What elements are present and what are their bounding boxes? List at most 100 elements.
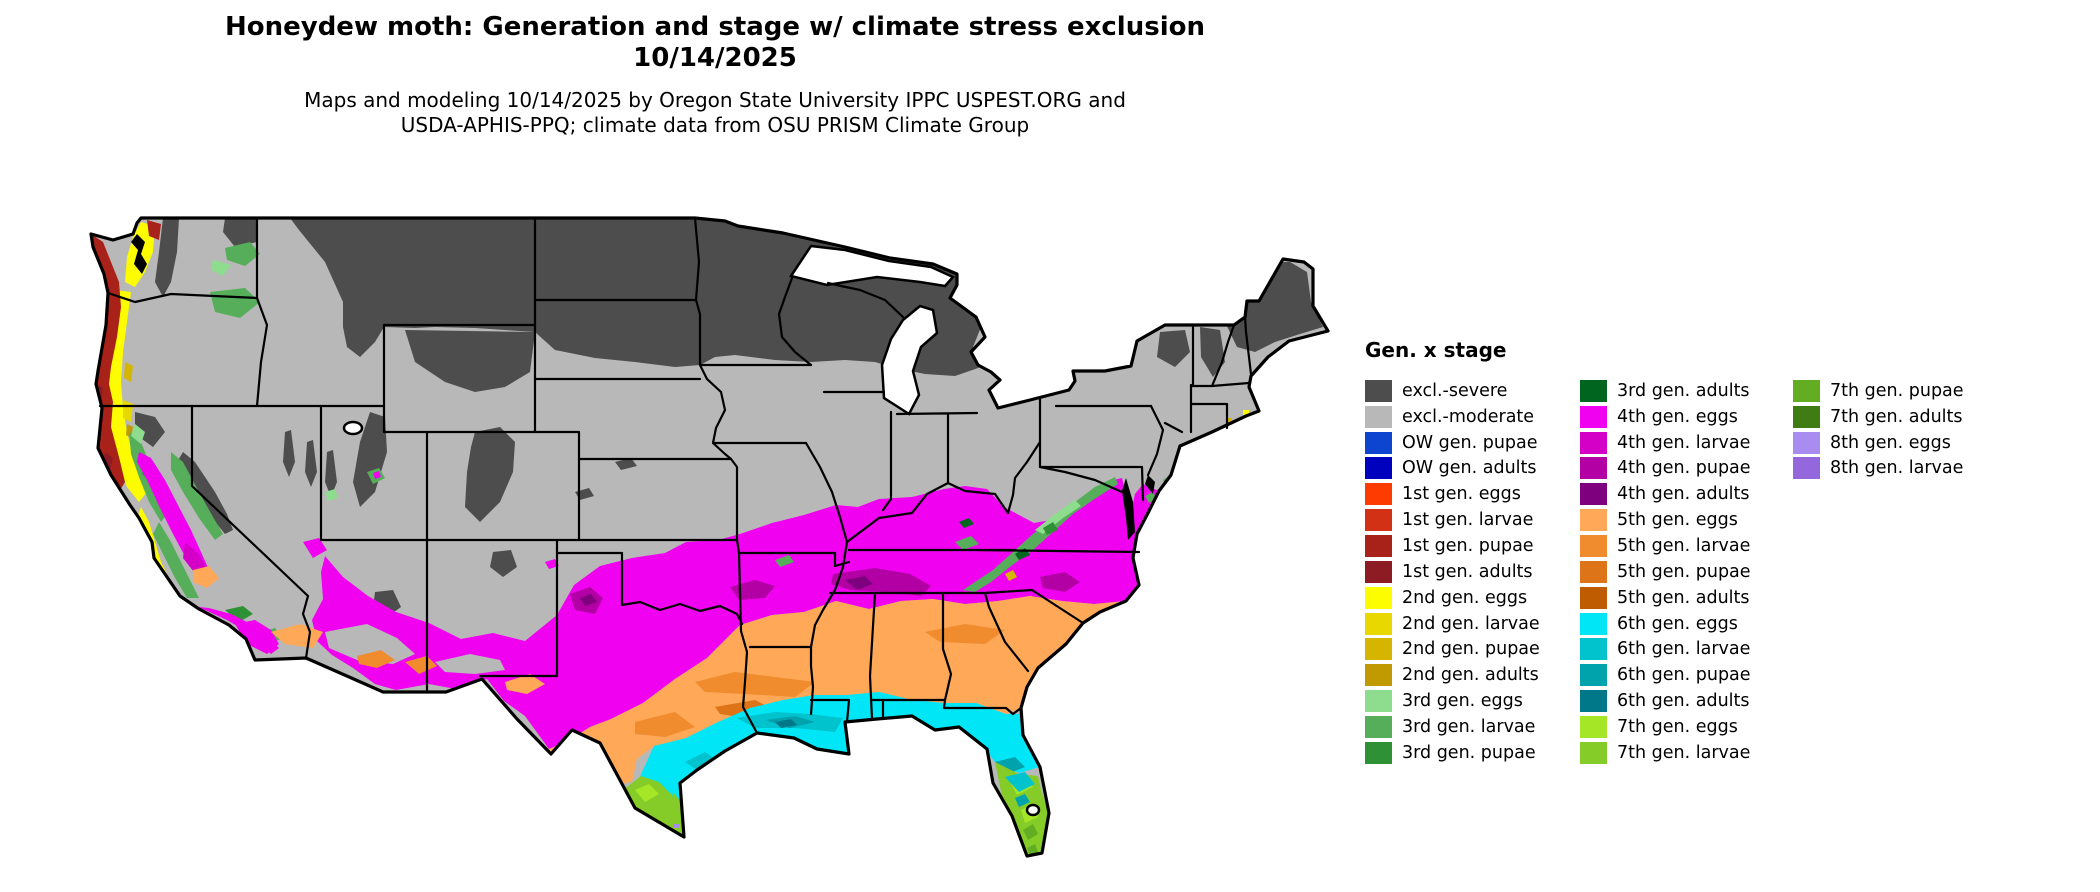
region-gen8-dots bbox=[673, 824, 1027, 856]
legend-item-g7_adults: 7th gen. adults bbox=[1793, 404, 2003, 430]
legend-label-g2_adults: 2nd gen. adults bbox=[1402, 665, 1539, 686]
delaware-bay bbox=[1145, 475, 1155, 494]
legend-swatch-g1_larvae bbox=[1365, 509, 1392, 532]
legend-item-excl_moderate: excl.-moderate bbox=[1365, 404, 1580, 430]
legend-swatch-g2_eggs bbox=[1365, 586, 1392, 609]
map-attribution-line1: Maps and modeling 10/14/2025 by Oregon S… bbox=[304, 88, 1126, 112]
legend-item-g5_adults: 5th gen. adults bbox=[1580, 585, 1793, 611]
legend-item-g1_eggs: 1st gen. eggs bbox=[1365, 481, 1580, 507]
lake-michigan bbox=[880, 304, 939, 416]
legend-column-2: 3rd gen. adults 4th gen. eggs 4th gen. lar… bbox=[1580, 378, 1793, 766]
legend-item-g2_larvae: 2nd gen. larvae bbox=[1365, 611, 1580, 637]
legend-swatch-excl_severe bbox=[1365, 379, 1392, 402]
legend-label-g5_pupae: 5th gen. pupae bbox=[1617, 561, 1751, 582]
legend-swatch-g2_adults bbox=[1365, 664, 1392, 687]
legend-label-g1_pupae: 1st gen. pupae bbox=[1402, 535, 1534, 556]
map-raster-layers bbox=[91, 218, 1328, 856]
legend-label-excl_severe: excl.-severe bbox=[1402, 380, 1508, 401]
legend-swatch-g3_eggs bbox=[1365, 690, 1392, 713]
legend-swatch-g5_pupae bbox=[1580, 560, 1607, 583]
legend-column-1: excl.-severe excl.-moderate OW gen. pupae O… bbox=[1365, 378, 1580, 766]
legend-label-g4_larvae: 4th gen. larvae bbox=[1617, 432, 1751, 453]
region-gen4-late-patches bbox=[570, 568, 1080, 614]
legend-item-g7_eggs: 7th gen. eggs bbox=[1580, 714, 1793, 740]
legend-title: Gen. x stage bbox=[1365, 338, 1507, 362]
legend-label-g1_eggs: 1st gen. eggs bbox=[1402, 484, 1521, 505]
legend-swatch-g2_pupae bbox=[1365, 638, 1392, 661]
legend-label-g5_larvae: 5th gen. larvae bbox=[1617, 535, 1751, 556]
state-borders bbox=[98, 216, 1253, 735]
legend-item-g3_eggs: 3rd gen. eggs bbox=[1365, 688, 1580, 714]
map-date: 10/14/2025 bbox=[633, 43, 797, 73]
legend-item-g5_pupae: 5th gen. pupae bbox=[1580, 559, 1793, 585]
legend-label-g3_pupae: 3rd gen. pupae bbox=[1402, 742, 1536, 763]
legend-item-g7_larvae: 7th gen. larvae bbox=[1580, 740, 1793, 766]
legend-item-g2_pupae: 2nd gen. pupae bbox=[1365, 636, 1580, 662]
legend-swatch-g5_adults bbox=[1580, 586, 1607, 609]
legend-label-g2_pupae: 2nd gen. pupae bbox=[1402, 639, 1540, 660]
legend-label-g7_larvae: 7th gen. larvae bbox=[1617, 742, 1751, 763]
legend-column-3: 7th gen. pupae 7th gen. adults 8th gen. eg… bbox=[1793, 378, 2003, 766]
legend-label-g8_eggs: 8th gen. eggs bbox=[1830, 432, 1951, 453]
legend-item-g4_larvae: 4th gen. larvae bbox=[1580, 430, 1793, 456]
legend-item-g2_eggs: 2nd gen. eggs bbox=[1365, 585, 1580, 611]
legend-swatch-g7_eggs bbox=[1580, 715, 1607, 738]
legend-item-ow_adults: OW gen. adults bbox=[1365, 456, 1580, 482]
legend-label-g7_eggs: 7th gen. eggs bbox=[1617, 716, 1738, 737]
legend-item-g3_larvae: 3rd gen. larvae bbox=[1365, 714, 1580, 740]
region-gen7 bbox=[623, 762, 1049, 856]
legend-item-g4_adults: 4th gen. adults bbox=[1580, 481, 1793, 507]
legend-swatch-ow_adults bbox=[1365, 457, 1392, 480]
legend-swatch-excl_moderate bbox=[1365, 405, 1392, 428]
us-map bbox=[75, 162, 1335, 892]
legend-item-g1_pupae: 1st gen. pupae bbox=[1365, 533, 1580, 559]
legend-label-ow_adults: OW gen. adults bbox=[1402, 458, 1537, 479]
legend-label-g4_pupae: 4th gen. pupae bbox=[1617, 458, 1751, 479]
legend-label-g2_eggs: 2nd gen. eggs bbox=[1402, 587, 1528, 608]
legend-label-g3_adults: 3rd gen. adults bbox=[1617, 380, 1750, 401]
legend-item-g4_pupae: 4th gen. pupae bbox=[1580, 456, 1793, 482]
legend-item-g3_pupae: 3rd gen. pupae bbox=[1365, 740, 1580, 766]
great-salt-lake bbox=[342, 420, 364, 436]
legend-item-g6_eggs: 6th gen. eggs bbox=[1580, 611, 1793, 637]
page-title: Honeydew moth: Generation and stage w/ c… bbox=[224, 12, 1205, 42]
legend-item-g7_pupae: 7th gen. pupae bbox=[1793, 378, 2003, 404]
legend-label-g8_larvae: 8th gen. larvae bbox=[1830, 458, 1964, 479]
legend-label-g7_pupae: 7th gen. pupae bbox=[1830, 380, 1964, 401]
legend-swatch-g5_larvae bbox=[1580, 534, 1607, 557]
legend-label-g1_adults: 1st gen. adults bbox=[1402, 561, 1533, 582]
legend-swatch-g4_pupae bbox=[1580, 457, 1607, 480]
legend-item-g1_adults: 1st gen. adults bbox=[1365, 559, 1580, 585]
legend-label-g6_eggs: 6th gen. eggs bbox=[1617, 613, 1738, 634]
legend-label-g6_pupae: 6th gen. pupae bbox=[1617, 665, 1751, 686]
legend-swatch-g1_adults bbox=[1365, 560, 1392, 583]
legend-label-g3_larvae: 3rd gen. larvae bbox=[1402, 716, 1536, 737]
legend-item-g5_eggs: 5th gen. eggs bbox=[1580, 507, 1793, 533]
legend-swatch-g7_larvae bbox=[1580, 741, 1607, 764]
legend-label-g2_larvae: 2nd gen. larvae bbox=[1402, 613, 1540, 634]
great-lakes bbox=[342, 244, 1041, 817]
legend-swatch-g6_adults bbox=[1580, 690, 1607, 713]
legend-swatch-ow_pupae bbox=[1365, 431, 1392, 454]
legend-columns: excl.-severe excl.-moderate OW gen. pupae O… bbox=[1365, 378, 2003, 766]
legend-item-g6_larvae: 6th gen. larvae bbox=[1580, 636, 1793, 662]
legend-swatch-g8_eggs bbox=[1793, 431, 1820, 454]
legend-item-g8_eggs: 8th gen. eggs bbox=[1793, 430, 2003, 456]
legend-label-g4_eggs: 4th gen. eggs bbox=[1617, 406, 1738, 427]
legend-item-g1_larvae: 1st gen. larvae bbox=[1365, 507, 1580, 533]
map-header: Honeydew moth: Generation and stage w/ c… bbox=[75, 12, 1355, 138]
legend-label-g6_adults: 6th gen. adults bbox=[1617, 691, 1750, 712]
region-ow-dots bbox=[91, 280, 92, 285]
lake-superior bbox=[788, 244, 956, 288]
legend-label-g3_eggs: 3rd gen. eggs bbox=[1402, 691, 1523, 712]
chesapeake-bay bbox=[1122, 478, 1135, 540]
legend-swatch-g4_eggs bbox=[1580, 405, 1607, 428]
legend-label-ow_pupae: OW gen. pupae bbox=[1402, 432, 1538, 453]
legend-item-g3_adults: 3rd gen. adults bbox=[1580, 378, 1793, 404]
legend-swatch-g3_larvae bbox=[1365, 715, 1392, 738]
legend-item-g8_larvae: 8th gen. larvae bbox=[1793, 456, 2003, 482]
legend-label-g6_larvae: 6th gen. larvae bbox=[1617, 639, 1751, 660]
legend-swatch-g3_pupae bbox=[1365, 741, 1392, 764]
legend-swatch-g1_eggs bbox=[1365, 483, 1392, 506]
